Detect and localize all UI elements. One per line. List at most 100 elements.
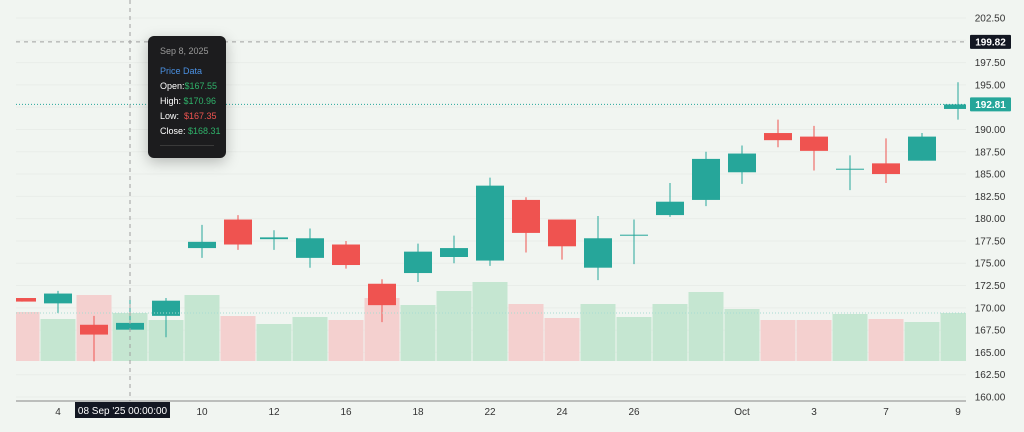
time-tick-label: Oct [734, 407, 750, 418]
candle-body [944, 104, 966, 109]
time-axis[interactable]: 4 10 12 16 18 22 24 26 Oct 3 7 9 08 Sep '25 00:00:00 [16, 400, 966, 418]
candle-body [116, 322, 144, 330]
open-value: $167.55 [184, 81, 218, 91]
price-tick-label: 182.50 [975, 192, 1006, 203]
tooltip-low: Low: $167.35 [160, 111, 226, 121]
close-label: Close: [160, 126, 186, 136]
time-tick-label: 26 [628, 407, 640, 418]
volume-bar [868, 319, 904, 361]
candle-body [692, 158, 720, 200]
candle-body [476, 185, 504, 261]
candle-body [800, 136, 828, 151]
time-tick-label: 9 [955, 407, 961, 418]
crosshair-time-label: 08 Sep '25 00:00:00 [78, 406, 168, 417]
time-tick-label: 16 [340, 407, 352, 418]
price-tick-label: 175.00 [975, 259, 1006, 270]
time-tick-label: 4 [55, 407, 61, 418]
price-tick-label: 160.00 [975, 393, 1006, 404]
candle-body [908, 136, 936, 161]
time-tick-label: 22 [484, 407, 496, 418]
time-tick-label: 7 [883, 407, 889, 418]
volume-bar [724, 309, 760, 361]
volume-bar [940, 313, 966, 361]
candle-body [656, 201, 684, 216]
price-lines [16, 0, 966, 401]
price-tick-label: 180.00 [975, 214, 1006, 225]
candle-body [512, 199, 540, 233]
price-tooltip: Sep 8, 2025 Price Data Open:$167.55 High… [148, 36, 226, 158]
last-price-label-bg [970, 97, 1011, 112]
tooltip-title: Price Data [160, 66, 203, 76]
candle-body [620, 234, 648, 236]
tooltip-date: Sep 8, 2025 [160, 46, 209, 56]
volume-bar [832, 314, 868, 361]
candle-body [260, 237, 288, 240]
candle-body [728, 153, 756, 173]
time-tick-label: 10 [196, 407, 208, 418]
volume-bar [184, 295, 220, 361]
time-tick-label: 3 [811, 407, 817, 418]
candle-body [584, 238, 612, 268]
volume-bar [472, 282, 508, 361]
candle-body [332, 244, 360, 266]
open-label: Open: [160, 81, 185, 91]
candle-body [548, 219, 576, 247]
candle-body [296, 238, 324, 258]
price-tick-label: 165.00 [975, 348, 1006, 359]
candle-body [224, 219, 252, 245]
candle-body [404, 251, 432, 274]
volume-bar [16, 312, 40, 361]
volume-bars [16, 282, 966, 361]
volume-bar [616, 317, 652, 361]
candle-body [152, 300, 180, 316]
candle-body [440, 248, 468, 257]
tooltip-open: Open:$167.55 [160, 81, 226, 91]
price-tick-label: 172.50 [975, 281, 1006, 292]
volume-bar [220, 316, 256, 361]
time-tick-label: 18 [412, 407, 424, 418]
price-tick-label: 202.50 [975, 14, 1006, 25]
last-price-label: 192.81 [975, 100, 1006, 111]
low-value: $167.35 [184, 111, 217, 121]
volume-bar [760, 320, 796, 361]
volume-bar [292, 317, 328, 361]
tooltip-high: High: $170.96 [160, 96, 226, 106]
candle-body [188, 241, 216, 249]
crosshair-price-label-bg [970, 34, 1011, 49]
candle-body [836, 168, 864, 170]
volume-bar [688, 292, 724, 361]
candle-body [44, 293, 72, 304]
price-tick-label: 185.00 [975, 170, 1006, 181]
time-tick-label: 24 [556, 407, 568, 418]
candles [16, 82, 966, 362]
candle-body [764, 133, 792, 141]
price-tick-label: 170.00 [975, 303, 1006, 314]
price-tick-label: 177.50 [975, 236, 1006, 247]
volume-bar [436, 291, 472, 361]
price-tick-label: 197.50 [975, 58, 1006, 69]
volume-bar [904, 322, 940, 361]
volume-bar [328, 320, 364, 361]
price-tick-label: 190.00 [975, 125, 1006, 136]
low-label: Low: [160, 111, 180, 121]
candle-body [16, 298, 36, 302]
volume-bar [256, 324, 292, 361]
price-tick-label: 162.50 [975, 370, 1006, 381]
high-label: High: [160, 96, 182, 106]
tooltip-close: Close: $168.31 [160, 126, 226, 136]
candle-body [368, 283, 396, 306]
price-tick-label: 195.00 [975, 80, 1006, 91]
price-tick-label: 187.50 [975, 147, 1006, 158]
time-tick-label: 12 [268, 407, 280, 418]
high-value: $170.96 [183, 96, 217, 106]
crosshair-price-label: 199.82 [975, 37, 1006, 48]
candle-body [80, 324, 108, 335]
volume-bar [40, 319, 76, 361]
volume-bar [400, 305, 436, 361]
price-axis[interactable]: 202.50 197.50 195.00 190.00 187.50 185.00 182.… [970, 14, 1011, 404]
crosshair-time-label-bg [75, 402, 170, 418]
volume-bar [544, 318, 580, 361]
close-value: $168.31 [188, 126, 221, 136]
price-tick-label: 167.50 [975, 326, 1006, 337]
tooltip-divider [160, 145, 214, 146]
